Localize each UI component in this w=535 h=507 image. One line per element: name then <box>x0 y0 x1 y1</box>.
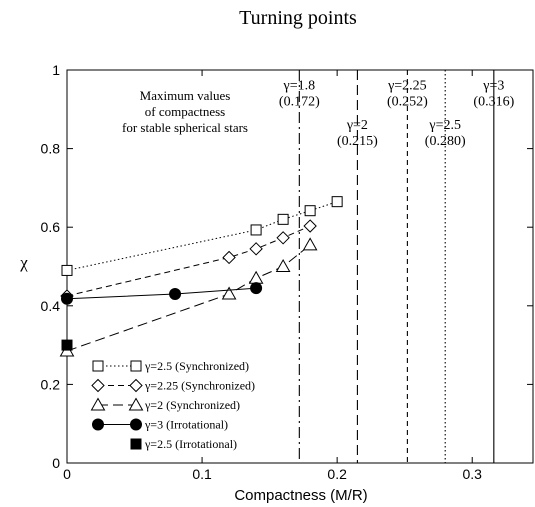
legend-entry: γ=2 (Synchronized) <box>90 397 240 412</box>
reference-line-value: (0.316) <box>473 95 514 110</box>
x-tick-label: 0.2 <box>327 466 347 482</box>
marker-filled-square <box>130 438 142 450</box>
legend-entry: γ=2.5 (Irrotational) <box>130 437 237 451</box>
series-line <box>66 225 311 297</box>
marker-square <box>250 224 262 236</box>
series-group <box>61 196 343 276</box>
reference-line-label: γ=2 <box>346 118 368 133</box>
reference-line-value: (0.280) <box>425 134 466 149</box>
marker-triangle <box>128 397 144 411</box>
legend-entry: γ=2.5 (Synchronized) <box>92 359 249 373</box>
plot-area: 0 0.1 0.2 0.300.20.40.60.81γ=1.8(0.172)γ=2(… <box>41 62 534 482</box>
marker-circle <box>250 282 263 295</box>
series-line <box>66 244 311 352</box>
reference-line-label: γ=1.8 <box>283 79 316 94</box>
marker-diamond <box>129 378 143 393</box>
y-tick-label: 0.8 <box>41 141 61 157</box>
y-tick-label: 0.2 <box>41 376 61 392</box>
reference-line-label: γ=2.5 <box>428 118 461 133</box>
marker-circle <box>61 292 73 305</box>
x-tick-label: 0.1 <box>192 466 212 482</box>
marker-triangle <box>248 270 264 284</box>
marker-circle <box>169 288 182 301</box>
legend-label: γ=2.5 (Irrotational) <box>144 437 237 451</box>
chart-title: Turning points <box>239 7 357 29</box>
annotation-text: Maximum values <box>140 88 231 103</box>
marker-circle <box>130 418 142 431</box>
y-tick-label: 0.6 <box>41 219 61 235</box>
y-axis-label: χ <box>19 253 28 272</box>
series-line <box>66 201 338 271</box>
annotation-text: of compactness <box>145 104 226 119</box>
marker-triangle <box>90 397 106 411</box>
marker-square <box>277 213 289 225</box>
marker-circle <box>92 418 104 431</box>
legend-entry: γ=3 (Irrotational) <box>92 418 228 432</box>
y-tick-label: 1 <box>52 62 60 78</box>
legend-label: γ=2.5 (Synchronized) <box>144 359 249 373</box>
reference-line-value: (0.215) <box>337 134 378 149</box>
legend-label: γ=2.25 (Synchronized) <box>144 379 255 393</box>
y-tick-label: 0.4 <box>41 298 61 314</box>
annotation-text: for stable spherical stars <box>122 120 248 135</box>
reference-line-label: γ=2.25 <box>387 79 427 94</box>
marker-diamond <box>222 250 236 265</box>
marker-filled-square <box>61 339 73 351</box>
marker-square <box>130 360 142 372</box>
series-group <box>60 219 317 303</box>
marker-triangle <box>275 258 291 272</box>
x-tick-label: 0.3 <box>462 466 482 482</box>
reference-line-value: (0.252) <box>387 95 428 110</box>
reference-line-label: γ=3 <box>482 79 504 94</box>
reference-line-value: (0.172) <box>279 95 320 110</box>
series-group <box>61 282 263 305</box>
marker-square <box>304 205 316 217</box>
legend-entry: γ=2.25 (Synchronized) <box>91 378 255 393</box>
marker-square <box>61 264 73 276</box>
marker-triangle <box>302 237 318 251</box>
x-tick-label: 0 <box>63 466 71 482</box>
y-tick-label: 0 <box>52 455 60 471</box>
marker-triangle <box>221 286 237 300</box>
marker-diamond <box>249 242 263 256</box>
marker-square <box>92 360 104 372</box>
marker-diamond <box>303 219 317 233</box>
marker-diamond <box>276 231 290 245</box>
marker-diamond <box>91 378 105 393</box>
legend-label: γ=2 (Synchronized) <box>144 398 240 412</box>
series-group <box>61 339 73 351</box>
legend-label: γ=3 (Irrotational) <box>144 418 228 432</box>
marker-square <box>331 196 343 208</box>
x-axis-label: Compactness (M/R) <box>234 487 367 504</box>
